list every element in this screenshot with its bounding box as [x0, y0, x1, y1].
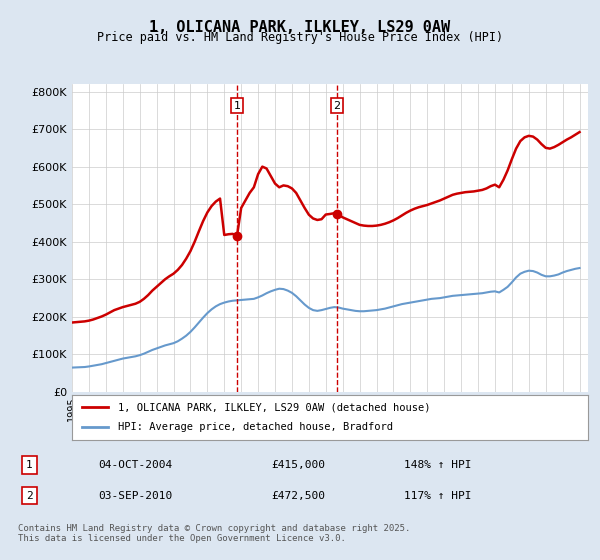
Text: 04-OCT-2004: 04-OCT-2004: [98, 460, 173, 470]
Text: 1, OLICANA PARK, ILKLEY, LS29 0AW: 1, OLICANA PARK, ILKLEY, LS29 0AW: [149, 20, 451, 35]
Text: 117% ↑ HPI: 117% ↑ HPI: [404, 491, 471, 501]
Text: 03-SEP-2010: 03-SEP-2010: [98, 491, 173, 501]
Text: 148% ↑ HPI: 148% ↑ HPI: [404, 460, 471, 470]
Text: 2: 2: [334, 101, 341, 110]
Text: 1: 1: [26, 460, 32, 470]
Text: 2: 2: [26, 491, 32, 501]
Text: £472,500: £472,500: [271, 491, 325, 501]
Text: Price paid vs. HM Land Registry's House Price Index (HPI): Price paid vs. HM Land Registry's House …: [97, 31, 503, 44]
Text: HPI: Average price, detached house, Bradford: HPI: Average price, detached house, Brad…: [118, 422, 394, 432]
Text: 1: 1: [233, 101, 241, 110]
Text: Contains HM Land Registry data © Crown copyright and database right 2025.
This d: Contains HM Land Registry data © Crown c…: [18, 524, 410, 543]
Text: 1, OLICANA PARK, ILKLEY, LS29 0AW (detached house): 1, OLICANA PARK, ILKLEY, LS29 0AW (detac…: [118, 402, 431, 412]
Text: £415,000: £415,000: [271, 460, 325, 470]
